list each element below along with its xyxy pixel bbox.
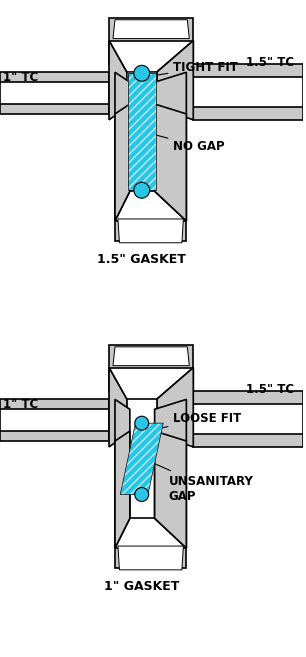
Polygon shape: [157, 368, 193, 447]
Text: NO GAP: NO GAP: [147, 132, 225, 153]
Polygon shape: [157, 41, 193, 120]
Polygon shape: [109, 368, 127, 447]
Text: TIGHT FIT: TIGHT FIT: [148, 61, 238, 78]
Text: 1.5" GASKET: 1.5" GASKET: [97, 253, 186, 265]
Text: 1.5" TC: 1.5" TC: [246, 56, 294, 69]
Text: 1.5" TC: 1.5" TC: [246, 383, 294, 396]
Text: UNSANITARY
GAP: UNSANITARY GAP: [147, 460, 253, 503]
Text: LOOSE FIT: LOOSE FIT: [151, 412, 242, 432]
Polygon shape: [193, 64, 303, 120]
Polygon shape: [0, 72, 109, 114]
Polygon shape: [193, 392, 303, 447]
Circle shape: [134, 182, 150, 198]
Polygon shape: [109, 41, 127, 78]
Bar: [128, 74, 156, 191]
Circle shape: [135, 417, 149, 430]
Circle shape: [134, 65, 150, 81]
Polygon shape: [157, 41, 193, 78]
Polygon shape: [155, 72, 186, 221]
Bar: [109, 345, 193, 368]
Polygon shape: [109, 368, 127, 404]
Polygon shape: [115, 431, 130, 548]
Polygon shape: [118, 219, 183, 243]
Polygon shape: [115, 72, 130, 221]
Polygon shape: [193, 404, 303, 434]
Circle shape: [135, 487, 149, 501]
Bar: [115, 548, 186, 568]
Bar: [109, 18, 193, 41]
Polygon shape: [115, 399, 130, 548]
Polygon shape: [120, 423, 163, 495]
Polygon shape: [0, 409, 109, 431]
Bar: [115, 221, 186, 240]
Bar: [128, 74, 156, 191]
Polygon shape: [155, 431, 186, 548]
Polygon shape: [157, 368, 193, 404]
Bar: [127, 72, 157, 191]
Polygon shape: [0, 399, 109, 441]
Text: 1" TC: 1" TC: [3, 71, 38, 83]
Polygon shape: [155, 399, 186, 548]
Polygon shape: [113, 20, 189, 39]
Polygon shape: [113, 347, 189, 366]
Polygon shape: [193, 78, 303, 107]
Polygon shape: [109, 41, 127, 120]
Text: 1" TC: 1" TC: [3, 398, 38, 411]
Bar: [128, 74, 156, 191]
Polygon shape: [0, 82, 109, 104]
Polygon shape: [118, 546, 183, 570]
Polygon shape: [115, 104, 130, 221]
Polygon shape: [155, 104, 186, 221]
Bar: [127, 399, 157, 518]
Text: 1" GASKET: 1" GASKET: [104, 579, 179, 593]
